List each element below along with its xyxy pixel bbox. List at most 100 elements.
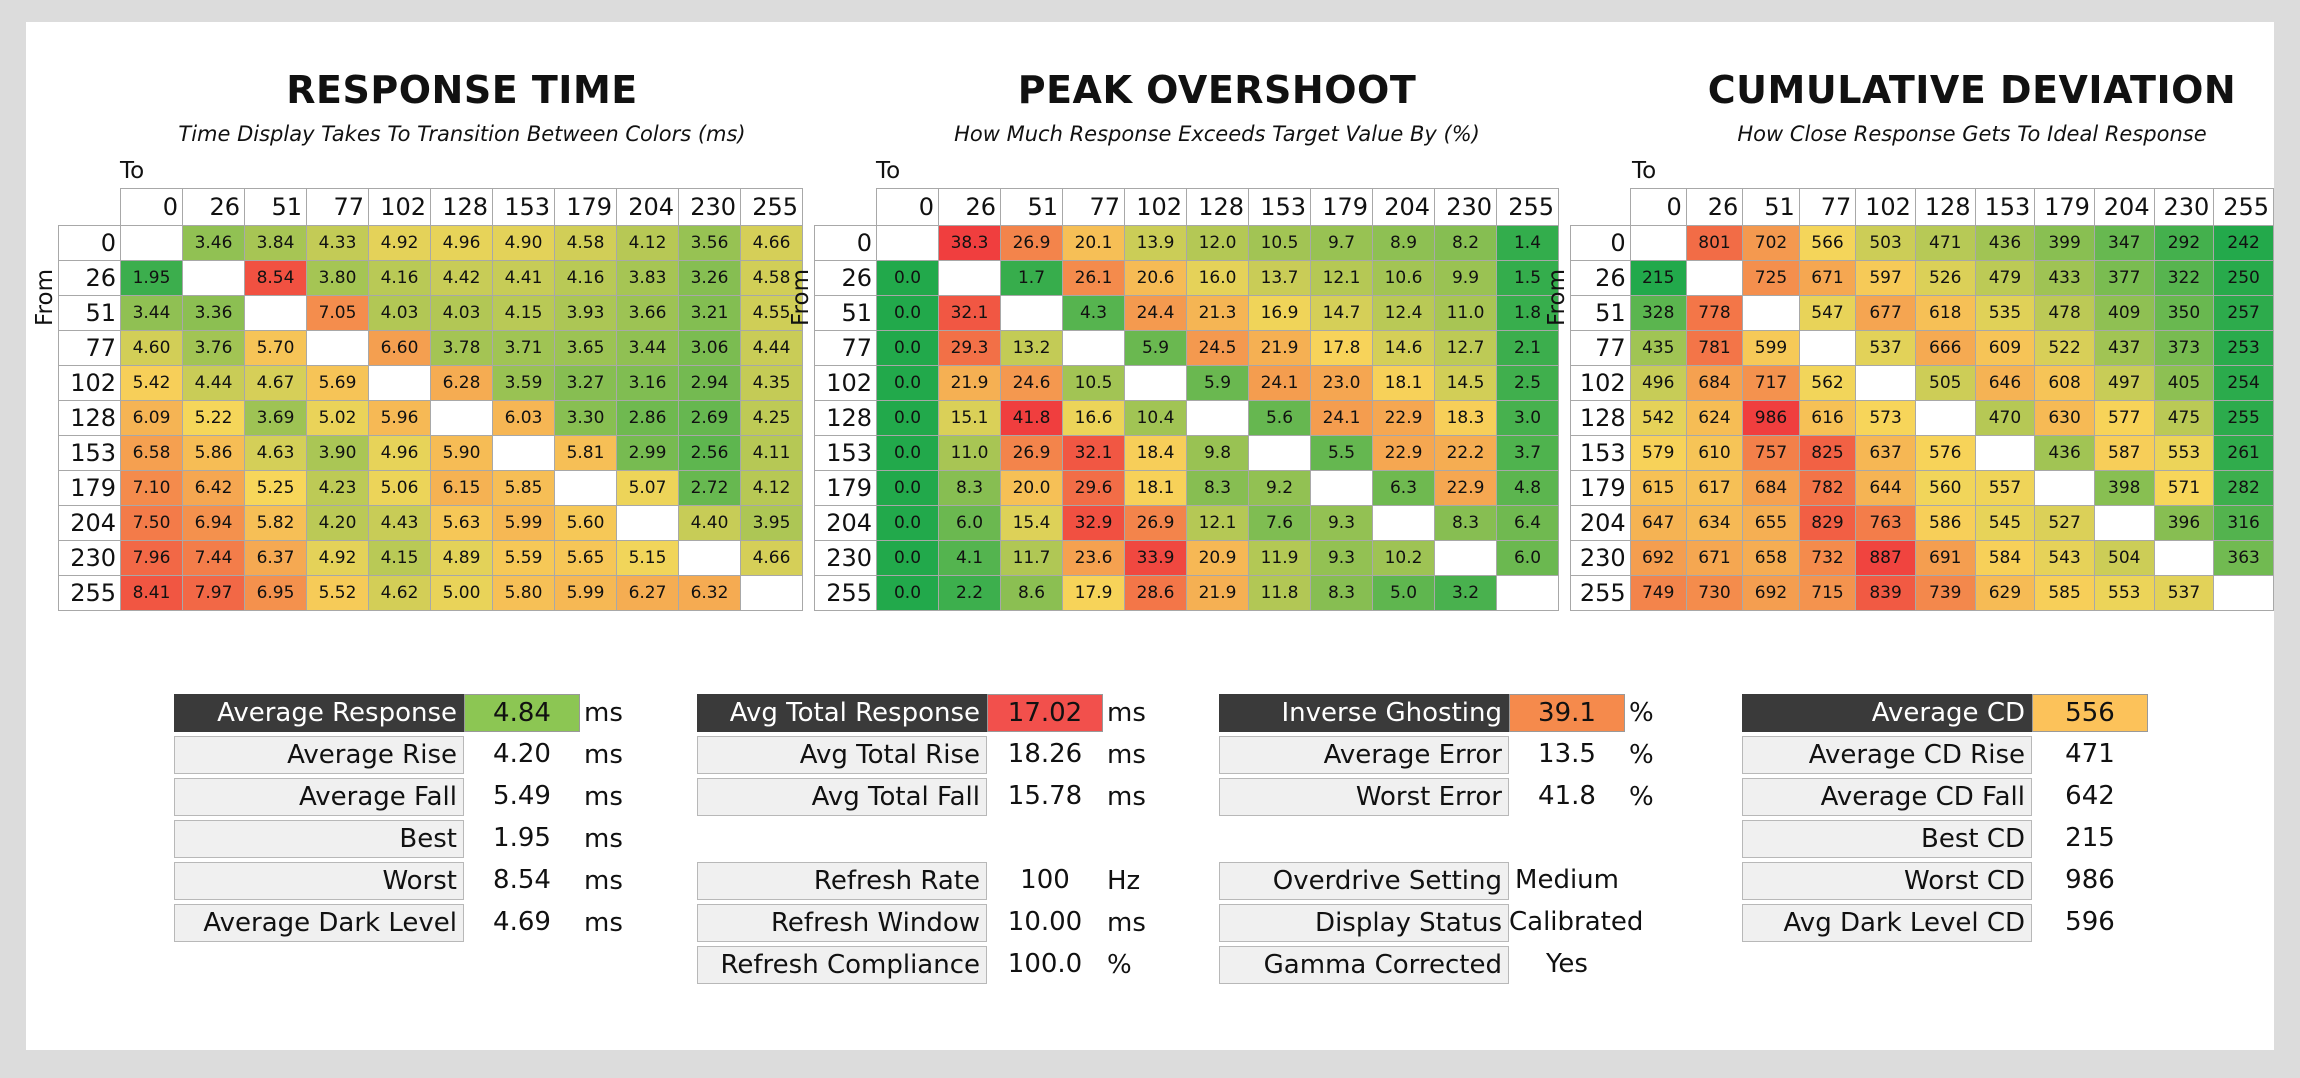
heatmap-cell-empty (1310, 470, 1373, 506)
heatmap-row: 51 3.44 3.36 7.05 4.03 4.03 4.15 3.93 3.66 3.21 4.… (58, 295, 803, 331)
stat-unit: % (1629, 782, 1654, 812)
heatmap-cell: 409 (2093, 295, 2155, 331)
heatmap-cell: 9.3 (1310, 505, 1373, 541)
column-header: 77 (306, 188, 369, 226)
heatmap-cell: 257 (2213, 295, 2274, 331)
heatmap-cell: 618 (1914, 295, 1976, 331)
heatmap-cell: 3.90 (306, 435, 369, 471)
heatmap-cell: 8.41 (120, 575, 183, 611)
heatmap-cell: 3.30 (554, 400, 617, 436)
heatmap-cell: 5.9 (1186, 365, 1249, 401)
cumulative-deviation-heatmap: 0 26 51 77 102 128 153 179 204 230 255 0 801 702 566 50… (1570, 188, 2274, 611)
heatmap-cell: 10.5 (1062, 365, 1125, 401)
stat-label: Gamma Corrected (1219, 946, 1509, 984)
stat-value: 556 (2032, 694, 2148, 732)
stat-row: Best 1.95 ms (174, 820, 634, 862)
heatmap-cell: 24.1 (1310, 400, 1373, 436)
heatmap-row: 128 542 624 986 616 573 470 630 577 475 255 (1570, 400, 2274, 436)
row-header: 102 (814, 365, 877, 401)
heatmap-cell-empty (1186, 400, 1249, 436)
heatmap-cell: 253 (2213, 330, 2274, 366)
column-header: 255 (1496, 188, 1559, 226)
heatmap-cell: 4.40 (678, 505, 741, 541)
heatmap-cell: 3.7 (1496, 435, 1559, 471)
stat-row: Worst CD 986 (1742, 862, 2202, 904)
heatmap-cell: 3.2 (1434, 575, 1497, 611)
heatmap-cell: 4.23 (306, 470, 369, 506)
heatmap-row: 102 496 684 717 562 505 646 608 497 405 254 (1570, 365, 2274, 401)
stat-unit: Hz (1107, 866, 1141, 896)
row-header: 255 (58, 575, 121, 611)
heatmap-cell: 3.56 (678, 225, 741, 261)
heatmap-cell: 829 (1798, 505, 1857, 541)
stat-row: Avg Total Response 17.02 ms (697, 694, 1157, 736)
heatmap-cell: 732 (1798, 540, 1857, 576)
heatmap-cell: 4.43 (368, 505, 431, 541)
heatmap-row: 0 38.3 26.9 20.1 13.9 12.0 10.5 9.7 8.9 8.2 1.4 (814, 225, 1559, 261)
heatmap-cell: 579 (1629, 435, 1687, 471)
heatmap-cell: 655 (1742, 505, 1800, 541)
column-header: 179 (2034, 188, 2095, 226)
heatmap-row: 204 647 634 655 829 763 586 545 527 396 316 (1570, 505, 2274, 541)
heatmap-cell: 730 (1685, 575, 1744, 611)
heatmap-cell: 4.1 (938, 540, 1001, 576)
heatmap-cell-empty (1629, 225, 1687, 261)
heatmap-cell: 0.0 (876, 540, 939, 576)
stat-unit: ms (584, 824, 623, 854)
heatmap-cell: 6.27 (616, 575, 679, 611)
heatmap-cell: 617 (1685, 470, 1744, 506)
heatmap-cell: 4.66 (740, 225, 803, 261)
heatmap-cell: 5.22 (182, 400, 245, 436)
heatmap-cell-empty (2213, 575, 2274, 611)
heatmap-cell: 22.9 (1434, 470, 1497, 506)
heatmap-cell: 0.0 (876, 365, 939, 401)
stat-label: Average Fall (174, 778, 464, 816)
heatmap-cell: 5.5 (1310, 435, 1373, 471)
heatmap-cell: 4.03 (368, 295, 431, 331)
row-header: 128 (814, 400, 877, 436)
heatmap-cell: 11.9 (1248, 540, 1311, 576)
heatmap-cell-empty (1855, 365, 1916, 401)
heatmap-cell: 373 (2153, 330, 2215, 366)
heatmap-cell: 16.9 (1248, 295, 1311, 331)
column-header: 179 (1310, 188, 1373, 226)
heatmap-cell: 8.2 (1434, 225, 1497, 261)
heatmap-cell: 3.80 (306, 260, 369, 296)
heatmap-cell: 6.4 (1496, 505, 1559, 541)
heatmap-cell: 261 (2213, 435, 2274, 471)
stat-label: Avg Total Rise (697, 736, 987, 774)
row-header: 102 (58, 365, 121, 401)
row-header: 51 (1570, 295, 1631, 331)
row-header: 255 (1570, 575, 1631, 611)
heatmap-cell: 38.3 (938, 225, 1001, 261)
heatmap-cell: 24.6 (1000, 365, 1063, 401)
stat-value: 215 (2065, 823, 2115, 853)
heatmap-cell: 21.9 (1186, 575, 1249, 611)
stat-label: Refresh Compliance (697, 946, 987, 984)
heatmap-cell-empty (306, 330, 369, 366)
heatmap-cell: 5.00 (430, 575, 493, 611)
row-header: 230 (1570, 540, 1631, 576)
heatmap-cell: 801 (1685, 225, 1744, 261)
column-header: 230 (2153, 188, 2215, 226)
heatmap-cell: 691 (1914, 540, 1976, 576)
heatmap-cell: 0.0 (876, 400, 939, 436)
heatmap-cell: 692 (1629, 540, 1687, 576)
heatmap-cell: 24.1 (1248, 365, 1311, 401)
heatmap-cell: 1.95 (120, 260, 183, 296)
stat-value: 642 (2065, 781, 2115, 811)
heatmap-cell: 526 (1914, 260, 1976, 296)
stat-label: Avg Dark Level CD (1742, 904, 2032, 942)
row-header: 153 (58, 435, 121, 471)
heatmap-cell: 666 (1914, 330, 1976, 366)
heatmap-row: 179 615 617 684 782 644 560 557 398 571 282 (1570, 470, 2274, 506)
stat-unit: ms (1107, 698, 1146, 728)
heatmap-cell: 4.44 (182, 365, 245, 401)
row-header: 0 (1570, 225, 1631, 261)
heatmap-cell: 4.12 (616, 225, 679, 261)
stat-unit: ms (584, 740, 623, 770)
heatmap-cell: 17.9 (1062, 575, 1125, 611)
heatmap-cell: 577 (2093, 400, 2155, 436)
heatmap-cell: 3.65 (554, 330, 617, 366)
stat-value: 1.95 (493, 823, 551, 853)
